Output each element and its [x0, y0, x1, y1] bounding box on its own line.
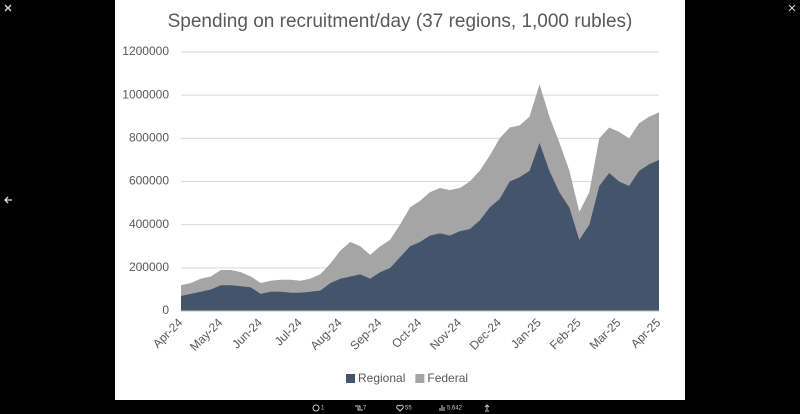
y-tick-label: 800000 — [129, 131, 169, 145]
repost-icon[interactable] — [355, 405, 363, 411]
expand-button[interactable] — [788, 4, 796, 12]
repost-count: 7 — [363, 406, 367, 412]
area-0 — [181, 142, 659, 311]
action-bar: 1 7 55 5,642 — [312, 404, 490, 412]
like-count: 55 — [405, 406, 412, 412]
views-icon[interactable] — [439, 405, 445, 411]
y-tick-label: 200000 — [129, 260, 169, 274]
y-tick-label: 1000000 — [122, 87, 169, 101]
close-button[interactable] — [4, 4, 12, 12]
chart-title: Spending on recruitment/day (37 regions,… — [168, 11, 633, 32]
y-tick-label: 1200000 — [122, 44, 169, 58]
legend-swatch — [346, 374, 355, 383]
y-tick-label: 400000 — [129, 217, 169, 231]
reply-icon[interactable] — [312, 404, 320, 412]
y-tick-label: 0 — [162, 303, 169, 317]
legend-label: Federal — [427, 371, 468, 385]
views-count: 5,642 — [447, 406, 463, 412]
legend-label: Regional — [358, 371, 405, 385]
y-tick-label: 600000 — [129, 174, 169, 188]
reply-count: 1 — [321, 406, 325, 412]
like-icon[interactable] — [396, 404, 404, 412]
back-button[interactable] — [4, 196, 12, 204]
share-icon[interactable] — [484, 404, 490, 412]
area-1 — [181, 84, 659, 296]
legend-swatch — [415, 374, 425, 383]
